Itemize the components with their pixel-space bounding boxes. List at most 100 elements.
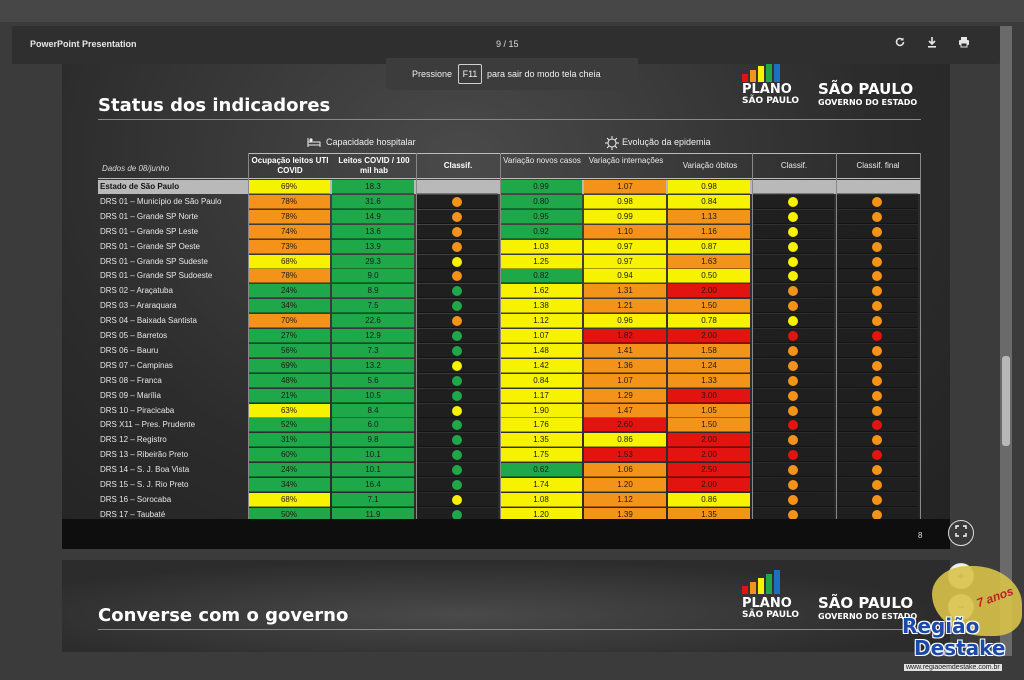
- cell-classif-1: [416, 463, 498, 478]
- column-divider: [416, 153, 417, 523]
- cell-uti: 48%: [248, 373, 330, 388]
- download-icon[interactable]: [924, 36, 940, 52]
- cell-casos: 0.62: [500, 463, 582, 478]
- cell-classif-2: [752, 299, 834, 314]
- cell-classif-2: [752, 448, 834, 463]
- red-status-dot: [788, 331, 798, 341]
- cell-intern: 1.82: [584, 329, 666, 343]
- row-name: DRS 16 – Sorocaba: [100, 494, 172, 504]
- fit-page-icon: [955, 525, 967, 537]
- cell-classif-1: [416, 358, 498, 373]
- cell-uti: 70%: [248, 314, 330, 329]
- logo-bar-orange: [750, 582, 756, 594]
- cell-classif-final: [836, 254, 918, 269]
- cell-classif-2: [752, 403, 834, 418]
- yellow-status-dot: [788, 241, 798, 252]
- header-casos: Variação novos casos: [503, 156, 581, 165]
- cell-classif-2: [752, 358, 834, 373]
- green-status-dot: [452, 450, 462, 461]
- cell-leitos: 10.1: [332, 448, 414, 463]
- cell-leitos: 22.6: [332, 314, 414, 329]
- row-name: DRS 12 – Registro: [100, 435, 167, 445]
- section-capacidade: Capacidade hospitalar: [326, 137, 416, 147]
- cell-intern: 1.21: [584, 299, 666, 314]
- cell-classif-1: [416, 433, 498, 448]
- row-name: DRS 13 – Ribeirão Preto: [100, 450, 189, 460]
- orange-status-dot: [872, 405, 882, 416]
- fit-page-button[interactable]: [948, 520, 974, 546]
- plano-logo-line2: SÃO PAULO: [742, 610, 800, 620]
- cell-casos: 1.42: [500, 358, 582, 373]
- gov-logo-line1: SÃO PAULO: [818, 80, 914, 98]
- header-bottom-line: [98, 178, 921, 179]
- orange-status-dot: [872, 480, 882, 490]
- cell-classif-final: [836, 284, 918, 299]
- cell-classif-final: [836, 448, 918, 463]
- cell-uti: 63%: [248, 403, 330, 418]
- cell-obitos: 2.00: [668, 433, 750, 448]
- cell-intern: 1.07: [584, 180, 666, 194]
- cell-uti: 31%: [248, 433, 330, 448]
- cell-leitos: 10.1: [332, 463, 414, 478]
- cell-intern: 1.07: [584, 373, 666, 388]
- cell-casos: 0.82: [500, 269, 582, 284]
- row-name: DRS 01 – Grande SP Leste: [100, 226, 199, 236]
- cell-obitos: 1.33: [668, 373, 750, 388]
- cell-leitos: 14.9: [332, 209, 414, 224]
- cell-leitos: 12.9: [332, 329, 414, 343]
- governo-sp-logo: SÃO PAULO GOVERNO DO ESTADO: [818, 76, 928, 116]
- plano-sp-logo: PLANO SÃO PAULO: [742, 564, 802, 624]
- cell-classif-final: [836, 478, 918, 492]
- cell-classif-1: [416, 343, 498, 358]
- green-status-dot: [452, 301, 462, 312]
- cell-intern: 0.86: [584, 433, 666, 448]
- row-name: DRS 03 – Araraquara: [100, 301, 177, 311]
- orange-status-dot: [872, 345, 882, 356]
- gov-logo-line2: GOVERNO DO ESTADO: [818, 612, 918, 621]
- cell-classif-final: [836, 224, 918, 239]
- plano-logo-line2: SÃO PAULO: [742, 96, 800, 106]
- red-status-dot: [788, 450, 798, 461]
- cell-obitos: 0.78: [668, 314, 750, 329]
- orange-status-dot: [788, 480, 798, 490]
- cell-casos: 1.08: [500, 492, 582, 507]
- cell-casos: 1.38: [500, 299, 582, 314]
- cell-intern: 0.94: [584, 269, 666, 284]
- yellow-status-dot: [788, 226, 798, 237]
- cell-intern: 0.97: [584, 239, 666, 254]
- cell-obitos: 2.00: [668, 478, 750, 492]
- cell-uti: 27%: [248, 329, 330, 343]
- cell-classif-2: [752, 314, 834, 329]
- cell-obitos: 0.98: [668, 180, 750, 194]
- scrollbar[interactable]: [1000, 26, 1012, 656]
- cell-classif-final: [836, 492, 918, 507]
- cell-classif-1: [416, 284, 498, 299]
- cell-casos: 0.92: [500, 224, 582, 239]
- cell-uti: 74%: [248, 224, 330, 239]
- column-divider: [920, 153, 921, 523]
- print-icon[interactable]: [956, 36, 972, 52]
- cell-classif-1: [416, 448, 498, 463]
- row-name: DRS 01 – Grande SP Oeste: [100, 241, 200, 251]
- row-name: DRS 10 – Piracicaba: [100, 405, 175, 415]
- cell-classif-2: [752, 284, 834, 299]
- cell-leitos: 18.3: [332, 180, 414, 194]
- orange-status-dot: [872, 271, 882, 282]
- row-name: DRS 15 – S. J. Rio Preto: [100, 480, 189, 489]
- scrollbar-thumb[interactable]: [1002, 356, 1010, 446]
- logo-bar-blue: [774, 570, 780, 594]
- row-name: DRS 01 – Grande SP Sudeste: [100, 256, 208, 266]
- slide-number: 8: [918, 531, 923, 540]
- orange-status-dot: [872, 435, 882, 446]
- cell-leitos: 31.6: [332, 194, 414, 209]
- row-name: DRS 05 – Barretos: [100, 331, 168, 340]
- cell-obitos: 1.50: [668, 418, 750, 433]
- header-classif-1: Classif.: [443, 161, 473, 170]
- cell-uti: 60%: [248, 448, 330, 463]
- plano-logo-line1: PLANO: [742, 596, 792, 611]
- cell-uti: 69%: [248, 358, 330, 373]
- cell-obitos: 0.50: [668, 269, 750, 284]
- rotate-icon[interactable]: [892, 36, 908, 52]
- top-strip: [0, 0, 1024, 22]
- plano-logo-line1: PLANO: [742, 82, 792, 97]
